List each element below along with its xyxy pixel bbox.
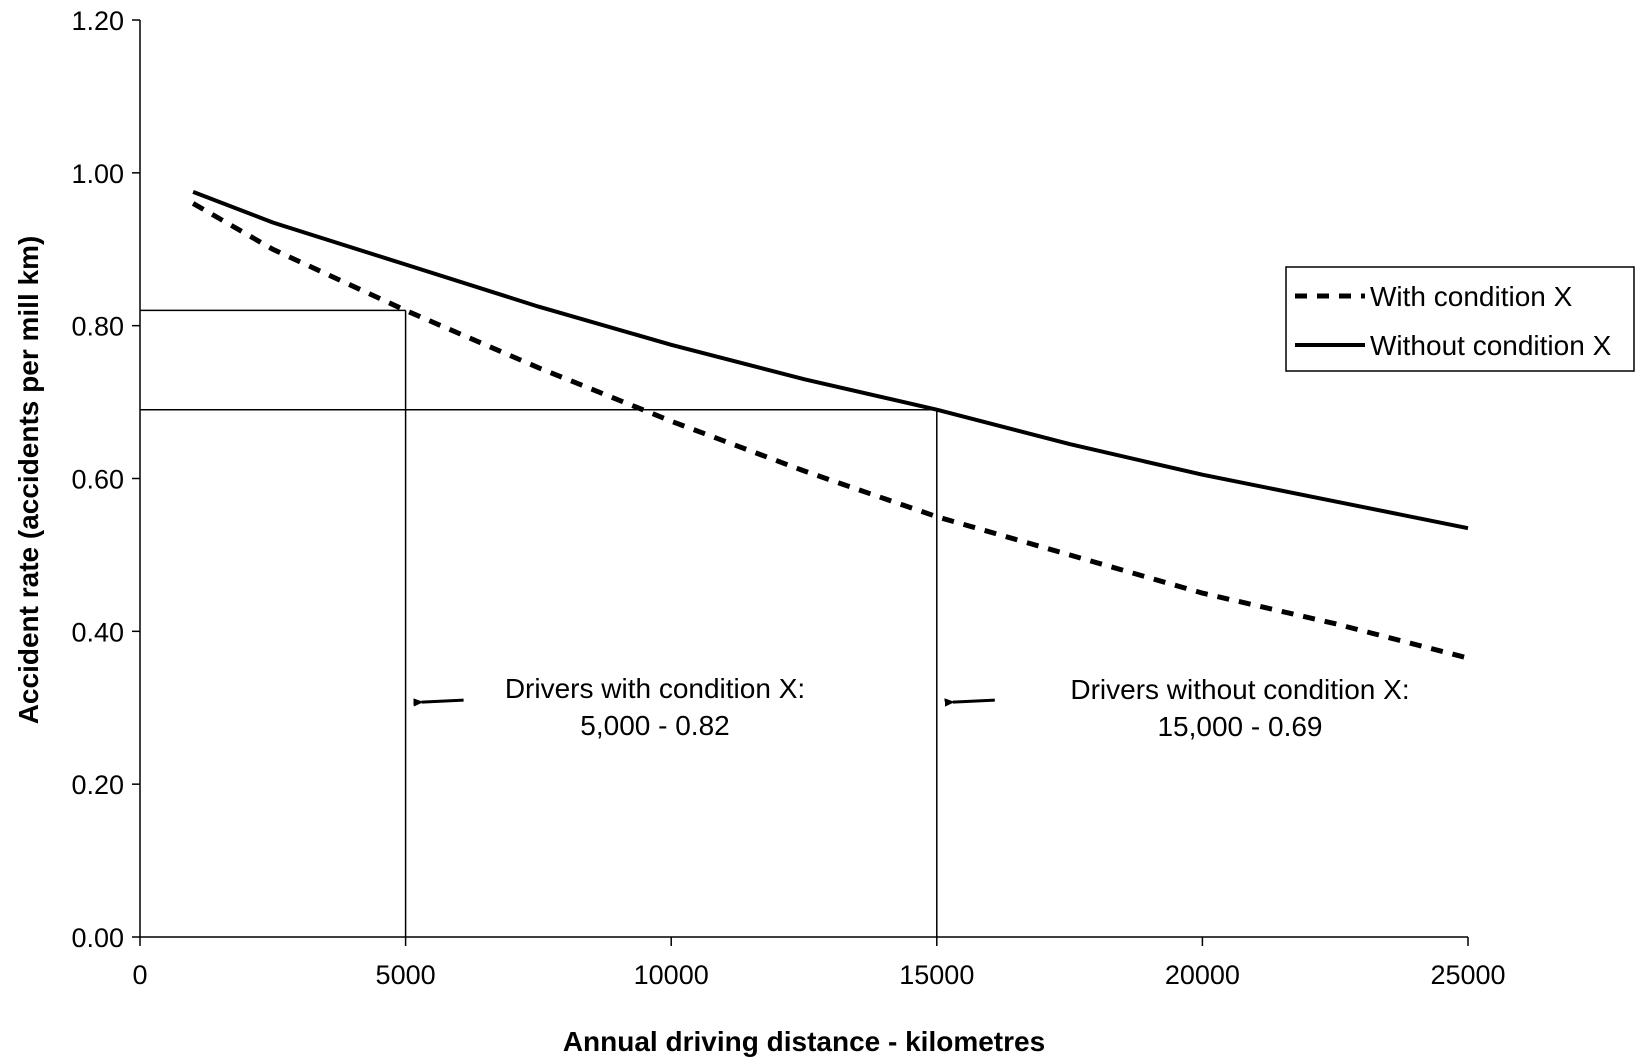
annotation-arrow bbox=[422, 700, 464, 702]
legend-box bbox=[1285, 266, 1635, 372]
annotation-arrow bbox=[953, 700, 995, 702]
y-tick-label: 0.40 bbox=[71, 617, 124, 647]
y-axis-title: Accident rate (accidents per mill km) bbox=[13, 236, 44, 725]
y-tick-label: 0.80 bbox=[71, 312, 124, 342]
annotation-line-2: 15,000 - 0.69 bbox=[1157, 711, 1322, 742]
y-tick-label: 0.60 bbox=[71, 465, 124, 495]
annotation-without-condition: Drivers without condition X: 15,000 - 0.… bbox=[953, 674, 1410, 742]
x-tick-label: 25000 bbox=[1430, 960, 1505, 990]
annotation-line-1: Drivers with condition X: bbox=[505, 673, 805, 704]
x-axis-title: Annual driving distance - kilometres bbox=[563, 1026, 1045, 1057]
series-line-without-condition bbox=[192, 190, 1469, 531]
x-tick-label: 5000 bbox=[376, 960, 436, 990]
annotation-with-condition: Drivers with condition X: 5,000 - 0.82 bbox=[422, 673, 805, 741]
series-line-with-condition bbox=[191, 201, 1469, 661]
x-axis-ticks: 0 5000 10000 15000 20000 25000 bbox=[132, 937, 1506, 990]
legend-label-with: With condition X bbox=[1370, 281, 1573, 312]
y-tick-label: 1.20 bbox=[71, 6, 124, 36]
y-axis-ticks: 0.00 0.20 0.40 0.60 0.80 1.00 1.20 bbox=[71, 6, 140, 953]
y-tick-label: 0.00 bbox=[71, 923, 124, 953]
series-layer bbox=[191, 190, 1469, 661]
reference-lines bbox=[140, 309, 938, 937]
x-tick-label: 20000 bbox=[1165, 960, 1240, 990]
x-tick-label: 15000 bbox=[899, 960, 974, 990]
y-tick-label: 0.20 bbox=[71, 770, 124, 800]
legend: With condition X Without condition X bbox=[1285, 266, 1635, 372]
annotations: Drivers with condition X: 5,000 - 0.82 D… bbox=[422, 673, 1410, 742]
x-tick-label: 0 bbox=[132, 960, 147, 990]
annotation-line-1: Drivers without condition X: bbox=[1070, 674, 1409, 705]
y-tick-label: 1.00 bbox=[71, 159, 124, 189]
annotation-line-2: 5,000 - 0.82 bbox=[580, 710, 729, 741]
x-tick-label: 10000 bbox=[634, 960, 709, 990]
legend-label-without: Without condition X bbox=[1370, 330, 1612, 361]
